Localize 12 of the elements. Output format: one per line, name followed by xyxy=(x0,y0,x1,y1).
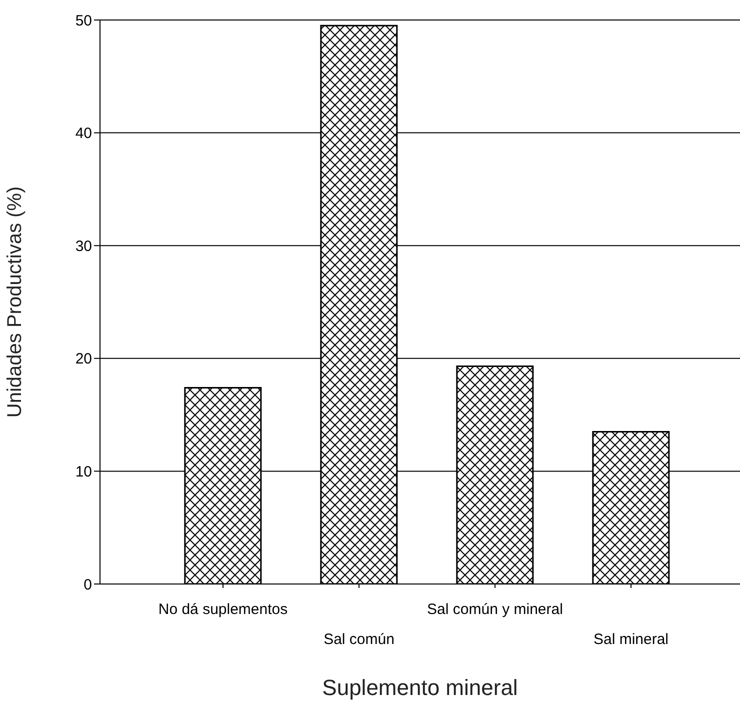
y-tick-label: 10 xyxy=(75,464,92,481)
y-tick-label: 40 xyxy=(75,125,92,142)
y-tick-label: 20 xyxy=(75,350,92,368)
x-tick-label: Sal común xyxy=(324,631,394,648)
x-axis-title: Suplemento mineral xyxy=(322,675,518,700)
y-tick-label: 30 xyxy=(75,238,92,255)
x-tick-label: Sal mineral xyxy=(593,631,669,648)
x-tick-label: Sal común y mineral xyxy=(427,601,563,618)
y-axis-title: Unidades Productivas (%) xyxy=(4,186,26,418)
y-tick-label: 0 xyxy=(84,576,92,594)
x-tick-label: No dá suplementos xyxy=(158,601,288,618)
y-tick-label: 50 xyxy=(75,12,92,30)
